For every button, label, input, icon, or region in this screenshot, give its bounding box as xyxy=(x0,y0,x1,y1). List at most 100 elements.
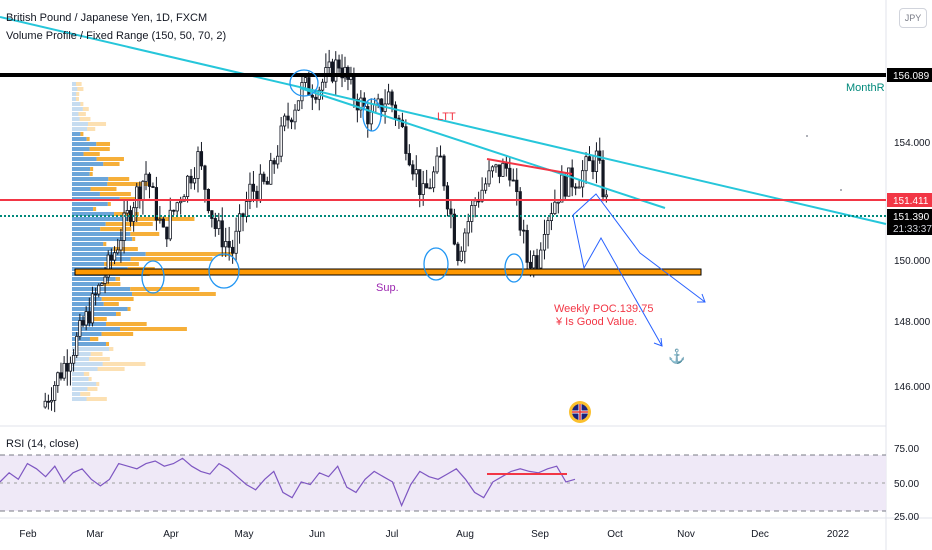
volume-bar-down xyxy=(80,132,84,136)
volume-bar-down xyxy=(145,252,233,256)
candle-body xyxy=(421,183,425,195)
volume-bar-down xyxy=(107,202,111,206)
candle-body xyxy=(501,162,505,177)
long-trendline xyxy=(0,16,887,225)
candle-body xyxy=(46,400,50,403)
candle-body xyxy=(525,230,529,263)
volume-bar-down xyxy=(130,287,200,291)
volume-bar-up xyxy=(72,217,129,221)
candle-body xyxy=(227,241,231,248)
volume-bar-down xyxy=(89,337,99,341)
candle-body xyxy=(237,213,242,232)
chart-annotation: ¥ Is Good Value. xyxy=(555,316,637,328)
rsi-tick-label: 75.00 xyxy=(894,444,919,455)
volume-bar-up xyxy=(72,392,81,396)
chart-annotation: Weekly POC.139.75 xyxy=(554,303,653,315)
volume-bar-down xyxy=(87,127,96,131)
candle-body xyxy=(535,255,539,269)
candle-body xyxy=(418,169,422,195)
price-tag-bg xyxy=(887,68,932,82)
y-axis[interactable]: 146.000 148.000 150.000 154.000 xyxy=(894,138,931,393)
volume-bar-up xyxy=(72,357,90,361)
candle-body xyxy=(220,220,224,248)
rsi-tick-label: 50.00 xyxy=(894,479,919,490)
volume-bar-down xyxy=(83,152,100,156)
projection-arrow-1 xyxy=(572,193,706,303)
volume-bar-down xyxy=(105,322,147,326)
volume-bar-up xyxy=(72,227,101,231)
volume-bar-down xyxy=(100,227,132,231)
volume-bar-down xyxy=(83,372,90,376)
candle-body xyxy=(337,59,341,69)
symbol-title[interactable]: British Pound / Japanese Yen, 1D, FXCM xyxy=(6,12,208,24)
volume-bar-down xyxy=(86,397,107,401)
volume-bar-down xyxy=(90,187,117,191)
candle-body xyxy=(141,180,145,201)
currency-button[interactable]: JPY xyxy=(899,8,927,28)
candle-body xyxy=(59,372,63,379)
volume-bar-down xyxy=(127,307,131,311)
flag-badge[interactable] xyxy=(569,401,591,423)
chart-annotations: MonthR LTT Sup. Weekly POC.139.75¥ Is Good … xyxy=(376,82,885,365)
volume-bar-up xyxy=(72,212,115,216)
volume-bar-down xyxy=(107,182,149,186)
candle-body xyxy=(560,174,564,203)
volume-bar-down xyxy=(101,297,134,301)
candle-body xyxy=(241,213,245,218)
volume-bar-up xyxy=(72,257,131,261)
x-tick-label: Sep xyxy=(531,529,549,540)
y-tick-label: 154.000 xyxy=(894,138,931,149)
candle-body xyxy=(452,213,456,245)
candle-body xyxy=(518,191,522,231)
volume-bar-up xyxy=(72,102,81,106)
candle-body xyxy=(428,187,432,190)
candle-body xyxy=(431,171,436,189)
candle-body xyxy=(276,155,280,165)
volume-bar-down xyxy=(105,222,153,226)
candle-body xyxy=(165,226,169,240)
chart-annotation: LTT xyxy=(437,111,456,123)
candle-body xyxy=(567,167,571,197)
candle-body xyxy=(112,252,117,261)
candle-body xyxy=(132,207,136,222)
volume-bar-down xyxy=(97,367,125,371)
candle-body xyxy=(84,311,88,326)
volume-bar-up xyxy=(72,237,133,241)
candle-body xyxy=(483,183,488,191)
x-axis[interactable]: Feb Mar Apr May Jun Jul Aug Sep Oct Nov Dec 2022 xyxy=(19,529,849,540)
candle-body xyxy=(598,150,602,161)
volume-bar-up xyxy=(72,232,131,236)
rsi-label[interactable]: RSI (14, close) xyxy=(6,438,79,450)
candle-body xyxy=(182,196,186,202)
rsi-axis[interactable]: 75.00 50.00 25.00 xyxy=(894,444,919,523)
candle-body xyxy=(463,232,467,252)
candle-body xyxy=(179,200,183,204)
candle-body xyxy=(262,173,266,182)
indicator-label[interactable]: Volume Profile / Fixed Range (150, 50, 7… xyxy=(6,30,227,42)
volume-bar-up xyxy=(72,387,88,391)
volume-bar-down xyxy=(93,207,97,211)
candle-body xyxy=(563,174,567,197)
drawings xyxy=(0,16,887,423)
volume-bar-up xyxy=(72,177,109,181)
circle-mar xyxy=(141,260,165,294)
volume-bar-up xyxy=(72,87,78,91)
candle-body xyxy=(65,362,69,372)
candle-body xyxy=(445,185,450,210)
volume-bar-down xyxy=(77,87,84,91)
x-tick-label: Mar xyxy=(86,529,104,540)
candle-body xyxy=(81,320,85,326)
candle-body xyxy=(366,106,370,125)
candle-body xyxy=(286,115,290,121)
volume-bar-down xyxy=(90,167,94,171)
candle-body xyxy=(265,181,269,185)
x-tick-label: Dec xyxy=(751,529,769,540)
candle-body xyxy=(522,229,526,232)
volume-bar-up xyxy=(72,157,97,161)
volume-bar-down xyxy=(132,292,216,296)
candle-body xyxy=(283,115,287,127)
candle-body xyxy=(154,187,159,221)
candle-body xyxy=(490,166,495,172)
candle-body xyxy=(470,205,474,222)
